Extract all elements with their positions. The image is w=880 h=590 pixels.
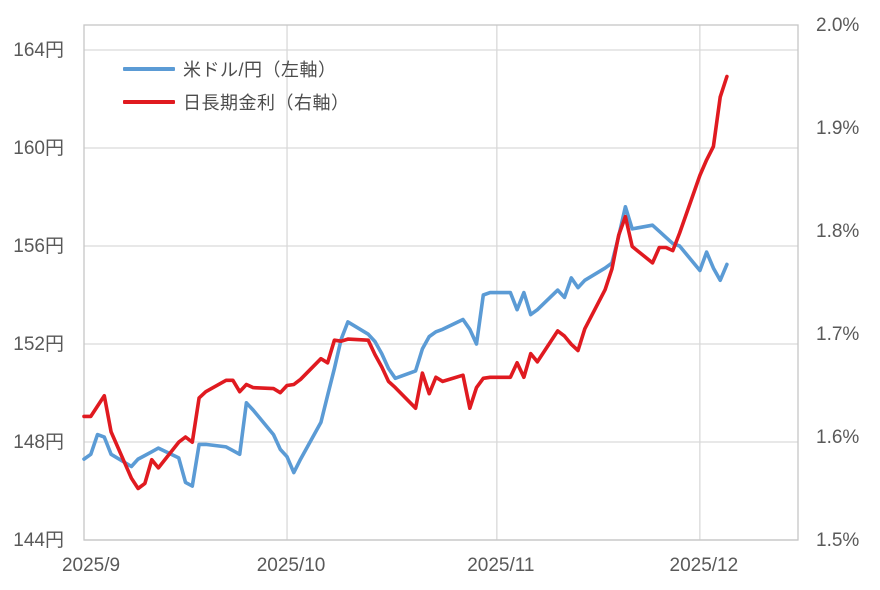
right-axis-tick-label: 1.7% — [816, 324, 859, 345]
legend-label-usdjpy: 米ドル/円（左軸） — [183, 60, 337, 80]
legend-item-usdjpy: 米ドル/円（左軸） — [123, 56, 350, 82]
usdjpy-line — [82, 205, 729, 488]
left-axis-tick-label: 160円 — [13, 138, 64, 159]
rate-line-swatch — [123, 100, 175, 104]
left-axis-tick-label: 164円 — [13, 40, 64, 61]
left-axis-tick-label: 148円 — [13, 432, 64, 453]
legend-item-rate: 日長期金利（右軸） — [123, 89, 350, 115]
right-axis-tick-label: 2.0% — [816, 15, 859, 36]
right-axis-tick-label: 1.9% — [816, 118, 859, 139]
left-axis-tick-label: 156円 — [13, 236, 64, 257]
legend: 米ドル/円（左軸） 日長期金利（右軸） — [123, 56, 350, 122]
right-axis-tick-label: 1.6% — [816, 427, 859, 448]
x-axis-tick-label: 2025/12 — [670, 555, 739, 576]
left-axis-tick-label: 152円 — [13, 334, 64, 355]
x-axis-tick-label: 2025/10 — [257, 555, 326, 576]
x-axis-tick-label: 2025/9 — [62, 555, 120, 576]
right-axis-tick-label: 1.5% — [816, 530, 859, 551]
usdjpy-line-swatch — [123, 67, 175, 71]
rate-line — [82, 74, 729, 491]
right-axis-tick-label: 1.8% — [816, 221, 859, 242]
legend-label-rate: 日長期金利（右軸） — [183, 93, 350, 113]
plot-border — [83, 24, 799, 541]
left-axis-tick-label: 144円 — [13, 530, 64, 551]
x-axis-tick-label: 2025/11 — [467, 555, 534, 576]
